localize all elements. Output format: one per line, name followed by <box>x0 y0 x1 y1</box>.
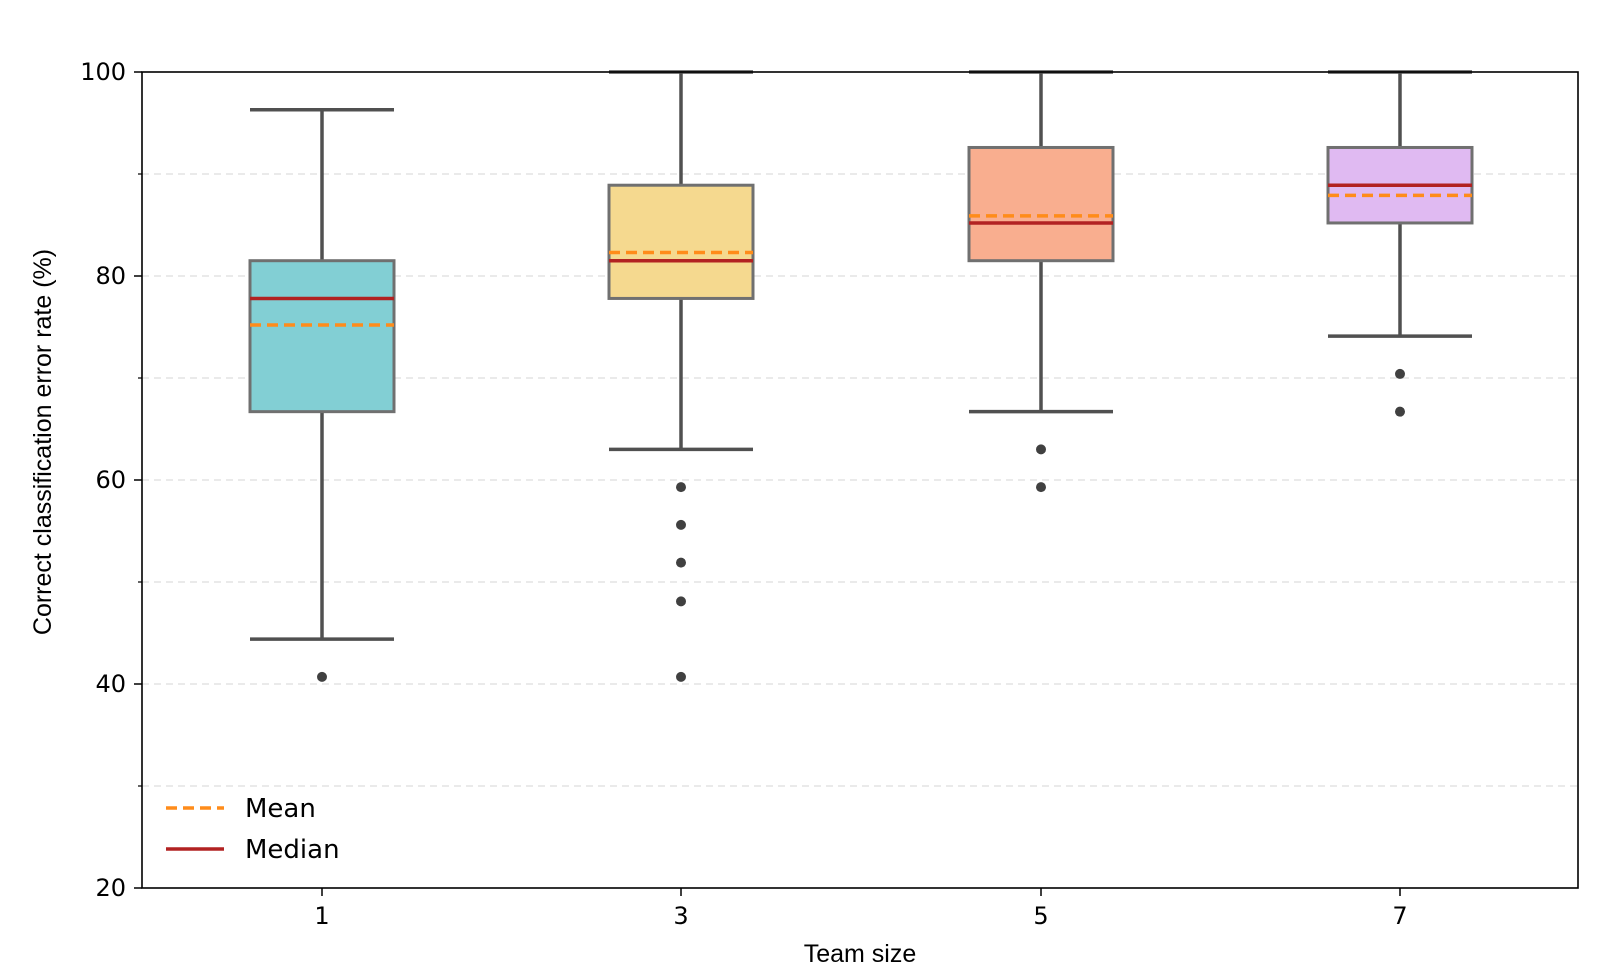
y-axis-label: Correct classification error rate (%) <box>29 249 57 635</box>
outlier-point <box>676 557 686 568</box>
axes: 20 40 60 80 100 1 3 5 7 <box>80 58 1407 930</box>
y-tick-label-80: 80 <box>95 262 126 290</box>
box-iqr <box>607 183 755 300</box>
box-iqr <box>248 259 396 414</box>
box-group-3 <box>607 70 755 682</box>
y-tick-label-60: 60 <box>95 466 126 494</box>
x-tick-label-7: 7 <box>1392 902 1407 930</box>
outlier-point <box>1395 406 1405 417</box>
outlier-point <box>317 671 327 682</box>
outlier-point <box>676 671 686 682</box>
outlier-point <box>1395 368 1405 379</box>
x-tick-label-1: 1 <box>314 902 329 930</box>
legend: Mean Median <box>166 794 340 865</box>
box-group-5 <box>967 70 1115 493</box>
legend-label-median: Median <box>245 835 340 865</box>
outlier-point <box>676 596 686 607</box>
outlier-point <box>676 482 686 493</box>
box-iqr <box>967 145 1115 263</box>
box-series <box>248 70 1474 682</box>
box-group-1 <box>248 107 396 682</box>
x-tick-label-5: 5 <box>1033 902 1048 930</box>
y-tick-label-100: 100 <box>80 58 126 86</box>
y-tick-label-40: 40 <box>95 670 126 698</box>
y-tick-label-20: 20 <box>95 874 126 902</box>
x-tick-label-3: 3 <box>673 902 688 930</box>
outlier-point <box>676 519 686 530</box>
x-axis-label: Team size <box>804 940 917 967</box>
outlier-point <box>1036 444 1046 455</box>
box-group-7 <box>1326 70 1474 417</box>
outlier-point <box>1036 482 1046 493</box>
legend-label-mean: Mean <box>245 794 316 824</box>
